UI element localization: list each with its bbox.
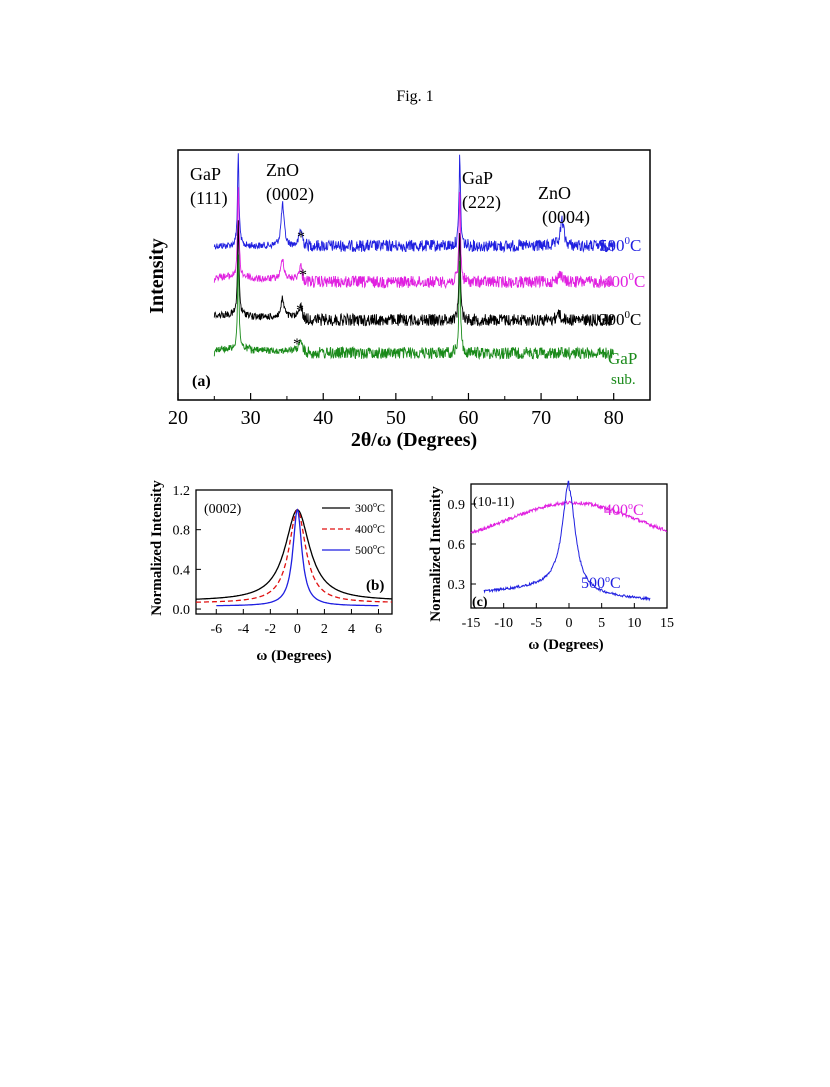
annotation-zno0002-line1: ZnO: [266, 160, 299, 180]
x-axis-label-c: ω (Degrees): [528, 637, 603, 653]
reflection-label-b: (0002): [204, 502, 242, 517]
x-tick-label: 0: [566, 616, 573, 631]
series-line-500: [216, 508, 379, 607]
y-axis-label-c: Normalized Intesnity: [428, 486, 444, 622]
y-axis-label-b: Normalized Intensity: [149, 480, 165, 616]
ticks-b: -6 -4 -2 0 2 4 6 0.0 0.4 0.8 1.2: [173, 484, 382, 637]
annotation-gap222-line2: (222): [462, 192, 501, 213]
legend-label-500: 500oC: [355, 542, 385, 557]
x-tick-label: -4: [237, 622, 249, 637]
plot-frame-a: [177, 149, 651, 401]
series-line-500: [213, 153, 614, 254]
legend-label-300: 300oC: [355, 500, 385, 515]
series-group-b: [196, 508, 392, 607]
panel-label-c: (c): [472, 595, 488, 610]
series-label-c-500: 500oC: [581, 574, 621, 592]
series-label-gap-line1: GaP: [608, 349, 637, 368]
series-group-a: [213, 153, 614, 361]
series-label-300: 3000C: [599, 309, 641, 329]
panel-label-a: (a): [192, 373, 211, 390]
figure-caption: Fig. 1: [396, 88, 434, 105]
legend-label-400: 400oC: [355, 521, 385, 536]
x-tick-label: -2: [265, 622, 277, 637]
x-tick-label: 20: [168, 407, 188, 429]
reflection-label-c: (10-11): [473, 495, 515, 510]
legend-b: 300oC 400oC 500oC: [322, 500, 385, 557]
y-tick-label: 1.2: [173, 484, 191, 499]
x-axis-label-a: 2θ/ω (Degrees): [351, 429, 477, 451]
x-tick-label: -5: [530, 616, 542, 631]
x-tick-label: 30: [241, 407, 261, 429]
series-line-300: [196, 509, 392, 600]
x-tick-label: 50: [386, 407, 406, 429]
annotation-gap111-line2: (111): [190, 188, 228, 209]
x-tick-label: 0: [294, 622, 301, 637]
x-tick-label: 6: [375, 622, 382, 637]
rocking-curve-chart-panel-c: -15 -10 -5 0 5 10 15 0.3 0.6 0.9 (10-11) (c) 400o…: [428, 480, 675, 653]
xrd-chart-panel-a: 20 30 40 50 60 70 80 (a) 2θ/ω (Degrees) Intens…: [146, 149, 651, 451]
ticks-c: -15 -10 -5 0 5 10 15 0.3 0.6 0.9: [448, 498, 675, 631]
annotation-gap111-line1: GaP: [190, 164, 221, 184]
asterisk-marker-300: *: [296, 302, 304, 319]
x-tick-label: 10: [627, 616, 641, 631]
series-line-300: [213, 220, 614, 328]
y-tick-label: 0.8: [173, 524, 191, 539]
asterisk-marker-400: *: [299, 267, 307, 284]
x-tick-label: 5: [598, 616, 605, 631]
x-ticks-a: 20 30 40 50 60 70 80: [168, 393, 651, 429]
y-tick-label: 0.4: [173, 563, 191, 578]
series-label-gap-line2: sub.: [611, 372, 636, 388]
annotation-gap222-line1: GaP: [462, 168, 493, 188]
series-line-400: [470, 499, 667, 534]
series-label-c-400: 400oC: [604, 501, 644, 519]
y-tick-label: 0.0: [173, 603, 191, 618]
y-tick-label: 0.3: [448, 578, 466, 593]
series-label-400: 4000C: [603, 271, 645, 291]
series-group-c: [470, 480, 667, 602]
rocking-curve-chart-panel-b: -6 -4 -2 0 2 4 6 0.0 0.4 0.8 1.2 (0002) (b) ω (Deg…: [149, 480, 393, 664]
x-tick-label: 60: [458, 407, 478, 429]
plot-frame-b: [195, 489, 393, 615]
series-line-400: [196, 509, 392, 603]
x-axis-label-b: ω (Degrees): [256, 648, 331, 664]
x-tick-label: 15: [660, 616, 674, 631]
x-tick-label: -6: [210, 622, 222, 637]
series-line-500: [483, 480, 651, 602]
y-axis-label-a: Intensity: [146, 238, 168, 314]
x-tick-label: 70: [531, 407, 551, 429]
x-tick-label: 4: [348, 622, 355, 637]
series-label-500: 5000C: [599, 235, 641, 255]
annotation-zno0002-line2: (0002): [266, 184, 314, 205]
series-line-gap: [213, 254, 614, 361]
x-tick-label: 80: [604, 407, 624, 429]
x-tick-label: -15: [462, 616, 481, 631]
x-tick-label: 40: [313, 407, 333, 429]
panel-label-b: (b): [366, 578, 384, 594]
annotation-zno0004-line2: (0004): [542, 207, 590, 228]
asterisk-marker-500: *: [297, 229, 305, 246]
asterisk-marker-gap: *: [293, 336, 301, 353]
x-tick-label: -10: [494, 616, 513, 631]
x-tick-label: 2: [321, 622, 328, 637]
y-tick-label: 0.6: [448, 538, 466, 553]
y-tick-label: 0.9: [448, 498, 466, 513]
series-line-400: [213, 187, 614, 290]
annotation-zno0004-line1: ZnO: [538, 183, 571, 203]
